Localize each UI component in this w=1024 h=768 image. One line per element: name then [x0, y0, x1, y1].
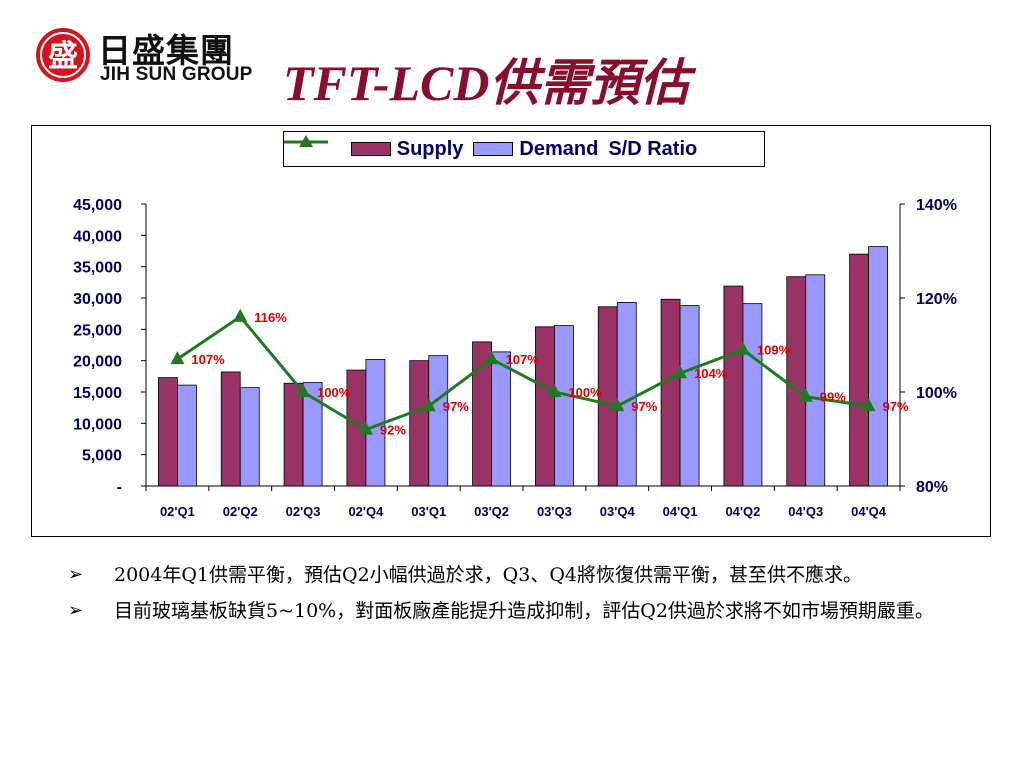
- ratio-data-label: 97%: [883, 399, 909, 414]
- x-axis-tick-label: 03'Q1: [411, 504, 446, 519]
- ratio-data-label: 100%: [317, 385, 351, 400]
- ratio-marker: [673, 365, 688, 379]
- right-axis-tick-label: 120%: [916, 291, 957, 308]
- left-axis-tick-label: 20,000: [73, 354, 122, 371]
- ratio-data-label: 97%: [631, 399, 657, 414]
- right-axis-tick-label: 80%: [916, 479, 948, 496]
- demand-bar: [616, 301, 637, 487]
- x-axis-tick-label: 04'Q2: [725, 504, 760, 519]
- x-axis-tick-label: 03'Q3: [537, 504, 572, 519]
- logo-mark-char: 盛: [48, 39, 78, 74]
- demand-bar: [491, 351, 511, 487]
- x-axis-tick-label: 04'Q3: [788, 504, 823, 519]
- left-axis-tick-label: 10,000: [73, 416, 122, 433]
- ratio-marker: [484, 351, 499, 365]
- chart-frame: - 5,000 10,000 15,000 20,000 25,000 30,000 35,0…: [31, 125, 991, 537]
- left-axis-tick-label: 25,000: [73, 322, 122, 339]
- bullet-list: ➢ 2004年Q1供需平衡，預估Q2小幅供過於求，Q3、Q4將恢復供需平衡，甚至…: [68, 560, 968, 632]
- left-axis-tick-label: 35,000: [73, 260, 122, 277]
- demand-bar: [805, 274, 826, 487]
- bullet-arrow-icon: ➢: [68, 564, 84, 585]
- ratio-line: [176, 314, 869, 432]
- ratio-marker: [735, 341, 750, 355]
- left-axis-tick-label: 45,000: [73, 197, 122, 214]
- ratio-marker: [798, 388, 813, 402]
- left-axis-tick-label: 40,000: [73, 228, 122, 245]
- bullet-arrow-icon: ➢: [68, 600, 84, 621]
- x-axis-tick-label: 04'Q4: [851, 504, 887, 519]
- supply-bar: [283, 382, 304, 487]
- supply-bar: [723, 285, 744, 487]
- logo-mark-icon: 盛: [36, 28, 90, 82]
- bullet-item: ➢ 2004年Q1供需平衡，預估Q2小幅供過於求，Q3、Q4將恢復供需平衡，甚至…: [68, 560, 968, 590]
- logo-name-en: JIH SUN GROUP: [100, 64, 253, 85]
- ratio-marker: [421, 398, 436, 412]
- legend-swatch-supply: [350, 142, 391, 156]
- supply-bar: [660, 298, 681, 487]
- ratio-marker: [358, 421, 373, 435]
- demand-bar: [177, 384, 197, 487]
- left-axis-tick-label: 5,000: [82, 448, 122, 465]
- ratio-data-label: 97%: [443, 399, 469, 414]
- x-axis-tick-label: 02'Q2: [223, 504, 258, 519]
- supply-bar: [220, 371, 241, 487]
- ratio-marker: [861, 398, 876, 412]
- ratio-marker: [610, 398, 625, 412]
- legend-label-supply: Supply: [396, 137, 464, 160]
- x-axis-tick-label: 02'Q3: [286, 504, 321, 519]
- supply-bar: [158, 377, 178, 487]
- ratio-data-label: 99%: [820, 390, 846, 405]
- demand-bar: [742, 303, 763, 487]
- supply-bar: [786, 276, 807, 487]
- demand-bar: [868, 246, 888, 487]
- legend-item-supply: Supply: [350, 137, 464, 161]
- page-title: TFT-LCD供需預估: [283, 55, 690, 111]
- x-axis-tick-label: 02'Q4: [348, 504, 384, 519]
- demand-bar: [428, 355, 449, 487]
- legend-item-demand: Demand: [473, 138, 598, 161]
- ratio-data-label: 107%: [506, 352, 540, 367]
- supply-bar: [849, 253, 869, 487]
- left-axis-tick-label: 15,000: [73, 385, 122, 402]
- demand-bar: [679, 305, 700, 487]
- legend-label-demand: Demand: [519, 137, 599, 160]
- demand-bar: [239, 387, 260, 487]
- demand-bar: [554, 325, 574, 487]
- company-logo: 盛 日盛集團 JIH SUN GROUP: [34, 24, 256, 86]
- demand-bar: [302, 382, 323, 487]
- ratio-data-label: 109%: [757, 343, 791, 358]
- supply-bar: [535, 326, 555, 487]
- chart-legend: Supply Demand S/D Ratio: [283, 131, 765, 167]
- ratio-data-label: 100%: [568, 385, 602, 400]
- ratio-marker: [170, 351, 185, 365]
- logo-name-cn: 日盛集團: [98, 31, 234, 70]
- left-axis-tick-label: -: [117, 479, 122, 496]
- ratio-marker: [233, 308, 248, 322]
- right-axis-tick-label: 100%: [916, 385, 957, 402]
- bullet-text: 目前玻璃基板缺貨5~10%，對面板廠產能提升造成抑制，評估Q2供過於求將不如市場…: [114, 600, 934, 622]
- bullet-text: 2004年Q1供需平衡，預估Q2小幅供過於求，Q3、Q4將恢復供需平衡，甚至供不…: [114, 564, 863, 586]
- legend-swatch-demand: [473, 142, 514, 156]
- supply-bar: [409, 360, 430, 487]
- x-axis-tick-label: 02'Q1: [160, 504, 195, 519]
- ratio-marker: [296, 384, 311, 397]
- ratio-data-label: 107%: [191, 352, 225, 367]
- chart-canvas: - 5,000 10,000 15,000 20,000 25,000 30,000 35,0…: [73, 197, 957, 519]
- right-axis-tick-label: 140%: [916, 197, 957, 214]
- x-axis-tick-label: 03'Q2: [474, 504, 509, 519]
- x-axis-tick-label: 03'Q4: [600, 504, 636, 519]
- ratio-data-label: 92%: [380, 423, 406, 438]
- ratio-data-label: 104%: [694, 366, 728, 381]
- bullet-item: ➢ 目前玻璃基板缺貨5~10%，對面板廠產能提升造成抑制，評估Q2供過於求將不如…: [68, 596, 968, 626]
- legend-item-ratio: S/D Ratio: [284, 135, 698, 161]
- legend-swatch-ratio-icon: [284, 135, 328, 147]
- ratio-marker: [547, 384, 562, 397]
- left-axis-tick-label: 30,000: [73, 291, 122, 308]
- legend-label-ratio: S/D Ratio: [608, 137, 698, 160]
- x-axis-tick-label: 04'Q1: [663, 504, 698, 519]
- ratio-data-label: 116%: [254, 310, 287, 325]
